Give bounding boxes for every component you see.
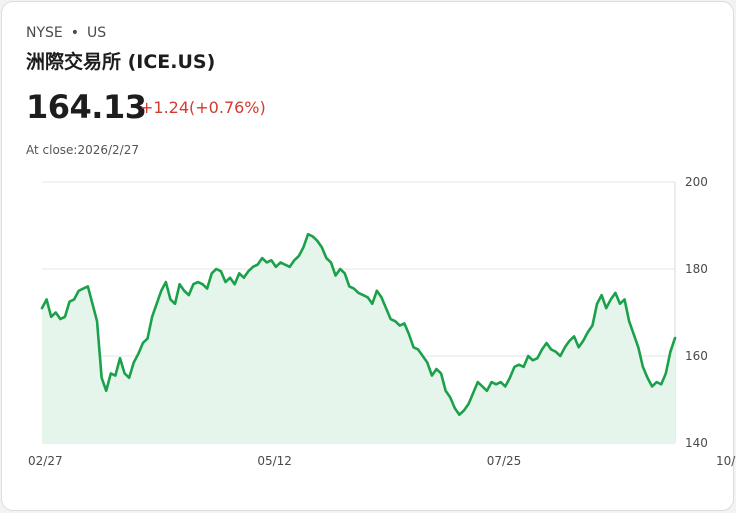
- price-line[interactable]: [40, 232, 677, 417]
- y-tick-label: 160: [685, 349, 708, 363]
- price-area-fill: [42, 234, 675, 443]
- x-tick-label: 05/12: [257, 454, 292, 468]
- y-tick-label: 140: [685, 436, 708, 450]
- x-tick-label: 02/27: [28, 454, 63, 468]
- country-code: US: [87, 25, 107, 41]
- separator-dot: •: [70, 25, 80, 41]
- x-tick-label: 07/25: [487, 454, 522, 468]
- y-axis-ticks: 200 180 160 140: [685, 175, 708, 450]
- y-tick-label: 200: [685, 175, 708, 189]
- price-change: +1.24(+0.76%): [140, 98, 266, 117]
- last-price: 164.13: [26, 88, 147, 126]
- y-tick-label: 180: [685, 262, 708, 276]
- stock-title: 洲際交易所 (ICE.US): [26, 51, 216, 73]
- exchange-line: NYSE • US: [26, 25, 106, 41]
- close-timestamp: At close:2026/2/27: [26, 143, 139, 157]
- exchange-name: NYSE: [26, 25, 63, 41]
- x-tick-label: 10/07: [716, 454, 736, 468]
